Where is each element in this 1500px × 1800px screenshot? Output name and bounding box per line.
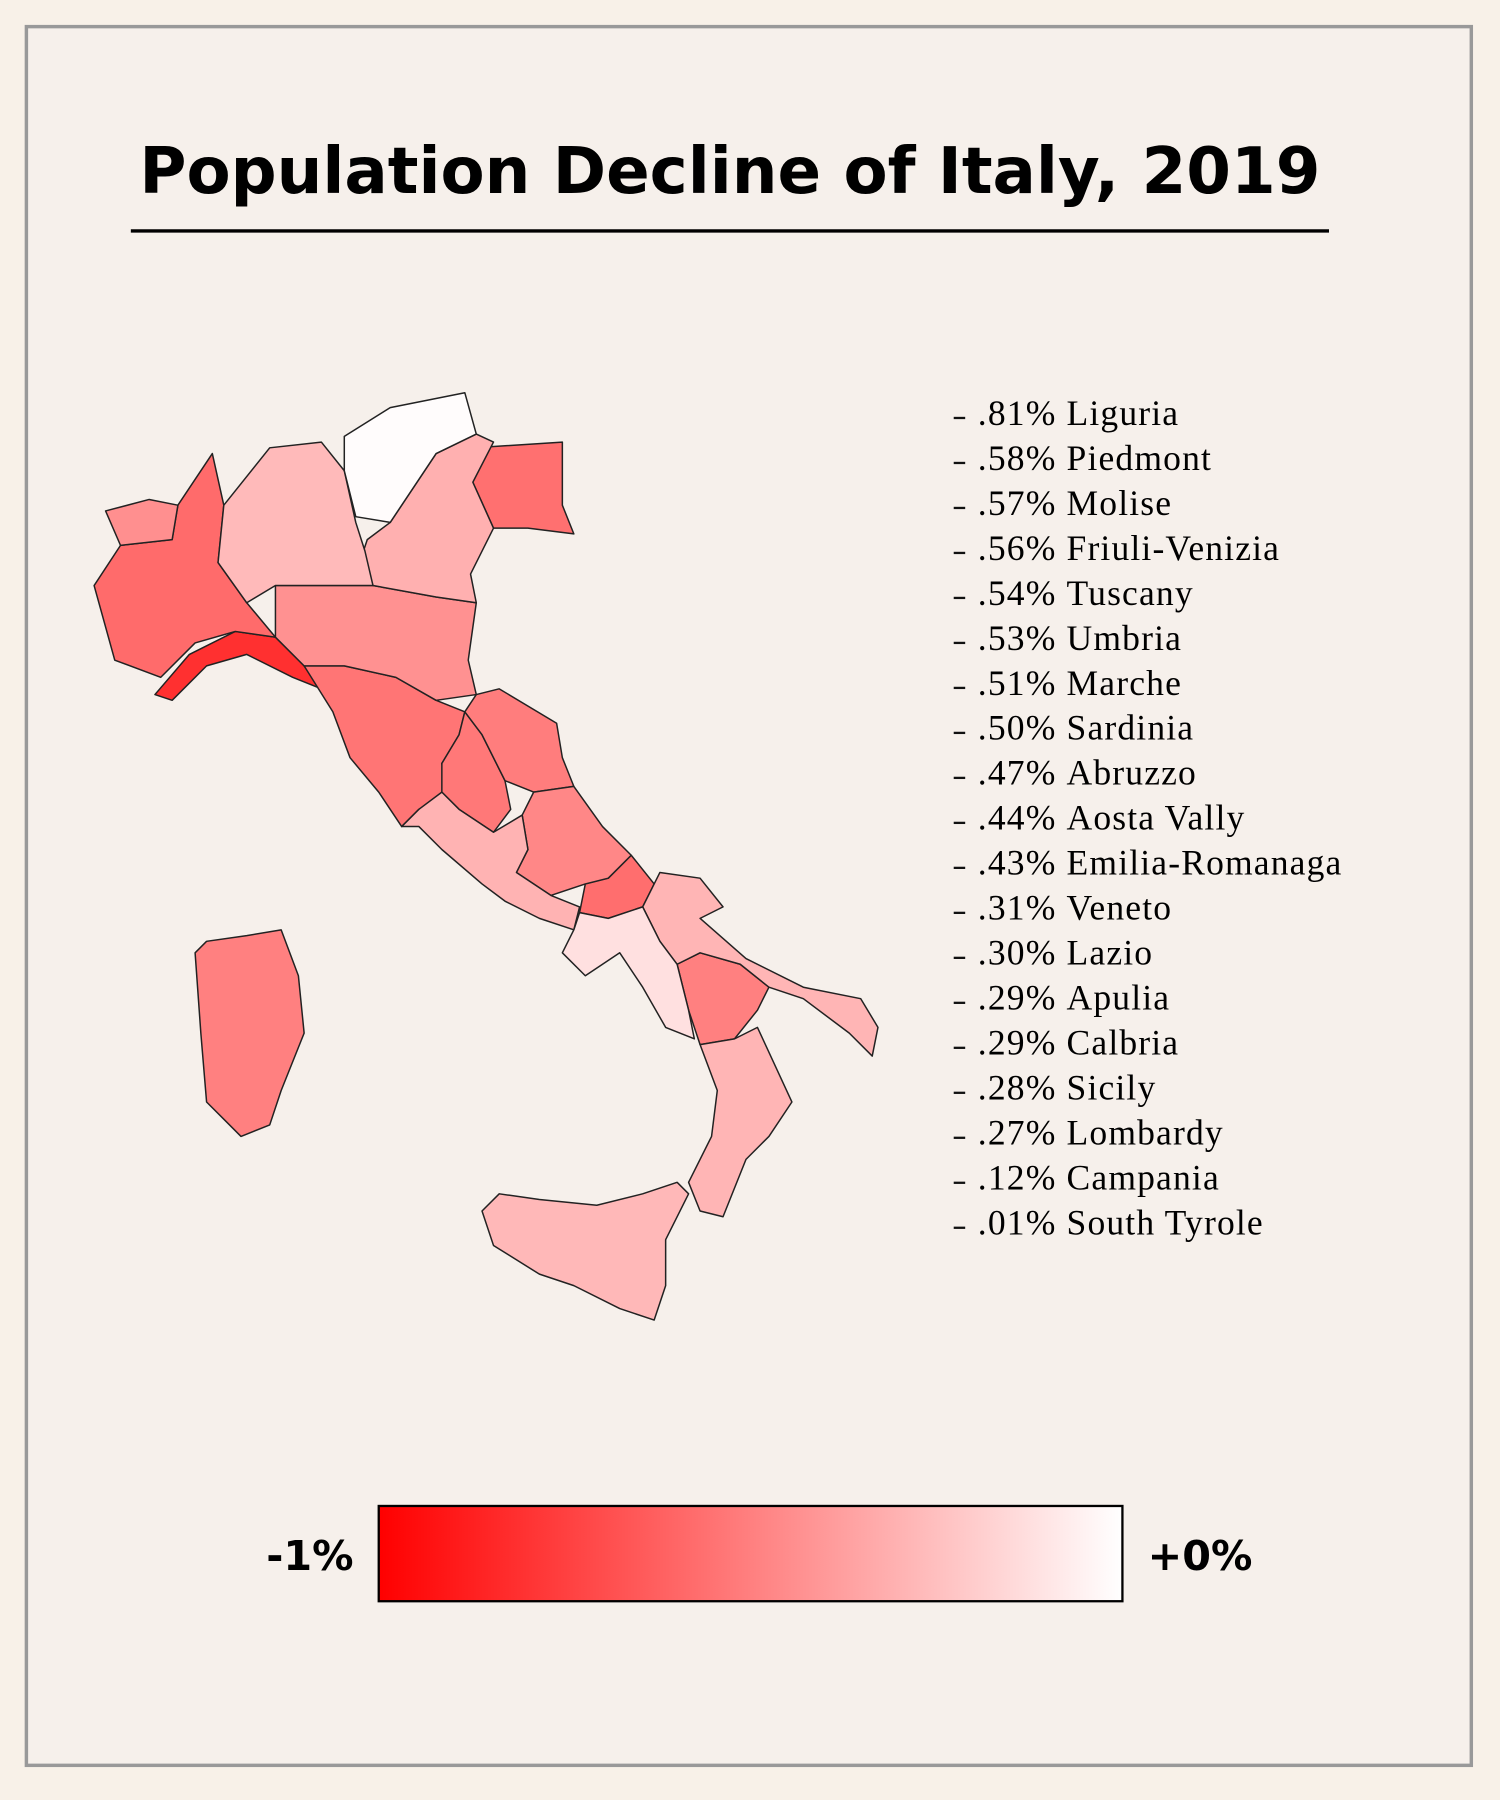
- legend-region: Tuscany: [1067, 573, 1194, 613]
- legend-item: .47% Abruzzo: [978, 753, 1197, 793]
- legend-region: Abruzzo: [1067, 753, 1197, 793]
- legend-value: .47%: [978, 753, 1057, 793]
- legend-value: .29%: [978, 1023, 1057, 1063]
- legend-value: .28%: [978, 1068, 1057, 1108]
- legend-region: Sicily: [1067, 1068, 1157, 1108]
- legend-value: .43%: [978, 843, 1057, 883]
- region: [217, 441, 374, 604]
- legend-value: .44%: [978, 798, 1057, 838]
- legend-item: .44% Aosta Vally: [978, 798, 1246, 838]
- legend-item: .53% Umbria: [978, 618, 1182, 658]
- legend-item: .58% Piedmont: [978, 438, 1212, 478]
- legend-region: Lazio: [1067, 933, 1154, 973]
- legend-item: .01% South Tyrole: [978, 1203, 1264, 1243]
- legend-value: .12%: [978, 1158, 1057, 1198]
- region: [687, 1026, 793, 1218]
- legend-item: .56% Friuli-Venizia: [978, 528, 1280, 568]
- legend-region: Lombardy: [1067, 1113, 1224, 1153]
- legend-region: Calbria: [1067, 1023, 1180, 1063]
- region: [104, 498, 179, 547]
- legend-value: .27%: [978, 1113, 1057, 1153]
- legend-region: Sardinia: [1067, 708, 1195, 748]
- legend-region: Veneto: [1067, 888, 1173, 928]
- legend-value: .81%: [978, 393, 1057, 433]
- legend-item: .30% Lazio: [978, 933, 1153, 973]
- legend-value: .56%: [978, 528, 1057, 568]
- legend-item: .54% Tuscany: [978, 573, 1194, 613]
- legend-region: Molise: [1067, 483, 1173, 523]
- region: [343, 391, 478, 524]
- legend-value: .53%: [978, 618, 1057, 658]
- legend-item: .27% Lombardy: [978, 1113, 1224, 1153]
- region: [481, 1181, 690, 1321]
- legend-item: .57% Molise: [978, 483, 1172, 523]
- region: [641, 871, 879, 1057]
- legend-item: .12% Campania: [978, 1158, 1220, 1198]
- title: Population Decline of Italy, 2019: [139, 134, 1320, 209]
- legend-item: .29% Apulia: [978, 978, 1170, 1018]
- legend-region: Piedmont: [1067, 438, 1213, 478]
- legend-item: .28% Sicily: [978, 1068, 1157, 1108]
- colorbar: [377, 1504, 1124, 1603]
- legend-region: Friuli-Venizia: [1067, 528, 1281, 568]
- colorbar-label: -1%: [266, 1532, 353, 1580]
- legend-item: .81% Liguria: [978, 393, 1179, 433]
- legend-region: Umbria: [1067, 618, 1183, 658]
- colorbar-label: +0%: [1148, 1532, 1253, 1580]
- region: [400, 791, 581, 931]
- legend-value: .54%: [978, 573, 1057, 613]
- legend-region: Liguria: [1067, 393, 1180, 433]
- legend-item: .51% Marche: [978, 663, 1182, 703]
- legend-region: Campania: [1067, 1158, 1220, 1198]
- region: [194, 929, 305, 1138]
- legend-item: .50% Sardinia: [978, 708, 1194, 748]
- legend-region: South Tyrole: [1067, 1203, 1264, 1243]
- legend-value: .57%: [978, 483, 1057, 523]
- legend-region: Aosta Vally: [1067, 798, 1246, 838]
- legend-list: .81% Liguria.58% Piedmont.57% Molise.56%…: [953, 393, 1343, 1243]
- legend-region: Marche: [1067, 663, 1182, 703]
- legend-item: .43% Emilia-Romanaga: [978, 843, 1343, 883]
- legend-item: .31% Veneto: [978, 888, 1172, 928]
- frame: [24, 24, 1474, 1768]
- legend-value: .29%: [978, 978, 1057, 1018]
- legend-value: .51%: [978, 663, 1057, 703]
- legend-value: .30%: [978, 933, 1057, 973]
- legend-value: .50%: [978, 708, 1057, 748]
- legend-value: .01%: [978, 1203, 1057, 1243]
- legend-value: .31%: [978, 888, 1057, 928]
- legend-region: Apulia: [1067, 978, 1171, 1018]
- legend-region: Emilia-Romanaga: [1067, 843, 1343, 883]
- legend-item: .29% Calbria: [978, 1023, 1179, 1063]
- region: [561, 906, 696, 1040]
- map: [93, 391, 879, 1321]
- legend-value: .58%: [978, 438, 1057, 478]
